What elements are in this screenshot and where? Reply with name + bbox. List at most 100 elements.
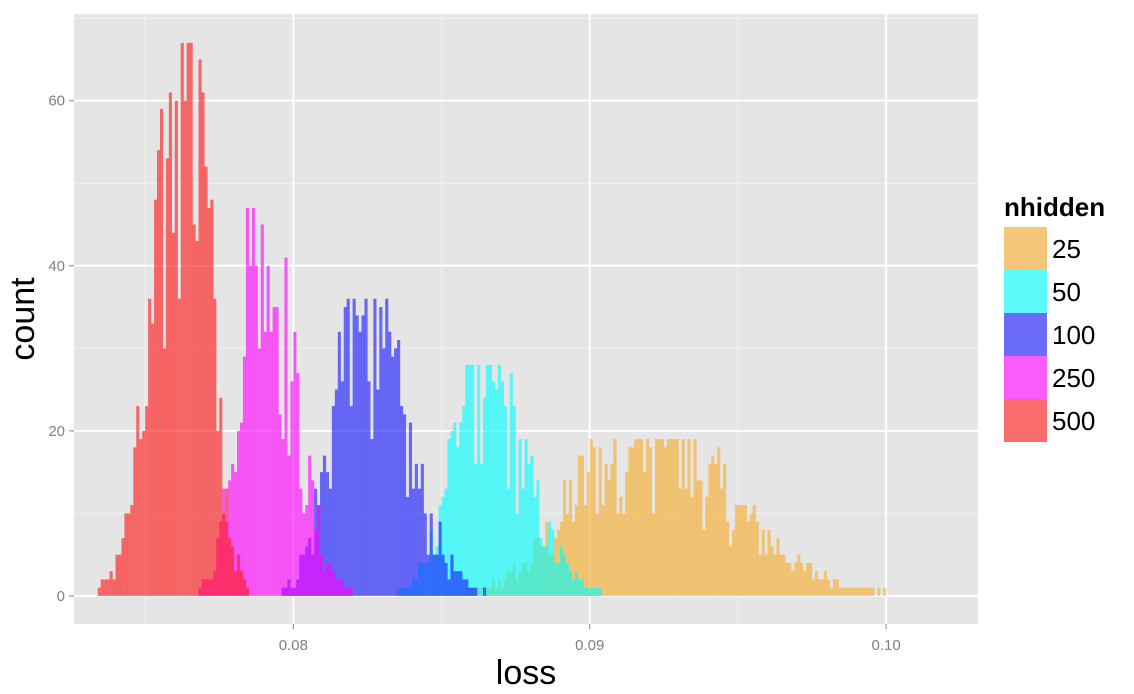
bar: [186, 42, 190, 596]
bar: [708, 463, 712, 596]
bar: [806, 562, 810, 596]
bar: [139, 439, 143, 596]
bar: [462, 406, 466, 596]
bar: [711, 455, 715, 596]
bar: [165, 158, 169, 596]
bar: [729, 546, 733, 596]
bar: [868, 587, 872, 596]
bar: [426, 554, 430, 596]
bar: [257, 348, 261, 596]
bar: [302, 513, 306, 596]
bar: [272, 307, 276, 596]
bar: [370, 439, 374, 596]
bar: [471, 364, 475, 596]
bar: [456, 571, 460, 596]
bar: [414, 463, 418, 596]
bar: [337, 579, 341, 596]
bar: [231, 546, 235, 596]
bar: [118, 554, 122, 596]
bar: [130, 505, 134, 596]
legend-label: 250: [1052, 363, 1095, 393]
bar: [524, 439, 528, 596]
bar: [788, 562, 792, 596]
bar: [551, 529, 555, 596]
bar: [308, 455, 312, 596]
legend: nhidden 25 50 100 250 500: [1004, 192, 1105, 442]
legend-swatch: [1004, 399, 1047, 442]
bar: [328, 488, 333, 596]
bar: [299, 488, 303, 596]
bar: [171, 232, 175, 596]
bar: [465, 364, 469, 596]
bar: [242, 579, 247, 596]
bar: [405, 496, 410, 596]
bar: [631, 447, 635, 596]
bar: [640, 439, 644, 596]
bar: [574, 571, 579, 596]
bar: [554, 562, 558, 596]
bar: [287, 455, 291, 596]
bar: [844, 587, 848, 596]
bar: [106, 579, 110, 596]
bar: [746, 521, 750, 596]
bar: [391, 356, 395, 596]
bar: [151, 323, 155, 596]
bar: [447, 439, 451, 596]
bar: [518, 439, 522, 596]
bar: [403, 414, 407, 596]
bar: [734, 505, 739, 596]
bar: [571, 521, 576, 596]
bar: [453, 571, 457, 596]
bar: [124, 513, 128, 596]
bar: [234, 571, 238, 596]
bar: [133, 447, 137, 596]
legend-item-500: 500: [1004, 399, 1095, 442]
bar: [577, 455, 581, 596]
bar: [883, 587, 887, 596]
bar: [767, 529, 771, 596]
bar: [477, 364, 481, 596]
bar: [320, 472, 324, 596]
x-tick-label: 0.09: [575, 637, 604, 654]
bar: [239, 571, 244, 596]
bar: [566, 562, 570, 596]
bar: [435, 554, 439, 596]
bar: [189, 42, 193, 596]
bar: [201, 92, 205, 596]
bar: [328, 562, 333, 596]
bar: [234, 472, 238, 596]
bar: [595, 587, 599, 596]
bar: [394, 348, 398, 596]
bar: [737, 505, 742, 596]
series-100: [281, 298, 487, 596]
bar: [646, 439, 650, 596]
legend-swatch: [1004, 227, 1047, 270]
bar: [574, 505, 579, 596]
bar: [331, 571, 335, 596]
bar: [485, 364, 490, 596]
bar: [560, 546, 564, 596]
bar: [278, 414, 282, 596]
bar: [317, 505, 321, 596]
bar: [595, 513, 599, 596]
bar: [681, 439, 685, 596]
bar: [557, 562, 561, 596]
bar: [361, 315, 365, 596]
legend-item-100: 100: [1004, 313, 1095, 356]
bar: [438, 521, 442, 596]
bar: [607, 480, 611, 596]
bar: [761, 529, 765, 596]
legend-label: 50: [1052, 277, 1081, 307]
bar: [346, 298, 350, 596]
bar: [598, 447, 602, 596]
bar: [343, 587, 347, 596]
bar: [841, 587, 845, 596]
bar: [610, 463, 614, 596]
bar: [352, 298, 356, 596]
bar: [773, 554, 777, 596]
x-tick-label: 0.08: [279, 637, 308, 654]
bar: [385, 298, 389, 596]
bar: [376, 389, 380, 596]
bar: [373, 298, 377, 596]
bar: [432, 554, 436, 596]
